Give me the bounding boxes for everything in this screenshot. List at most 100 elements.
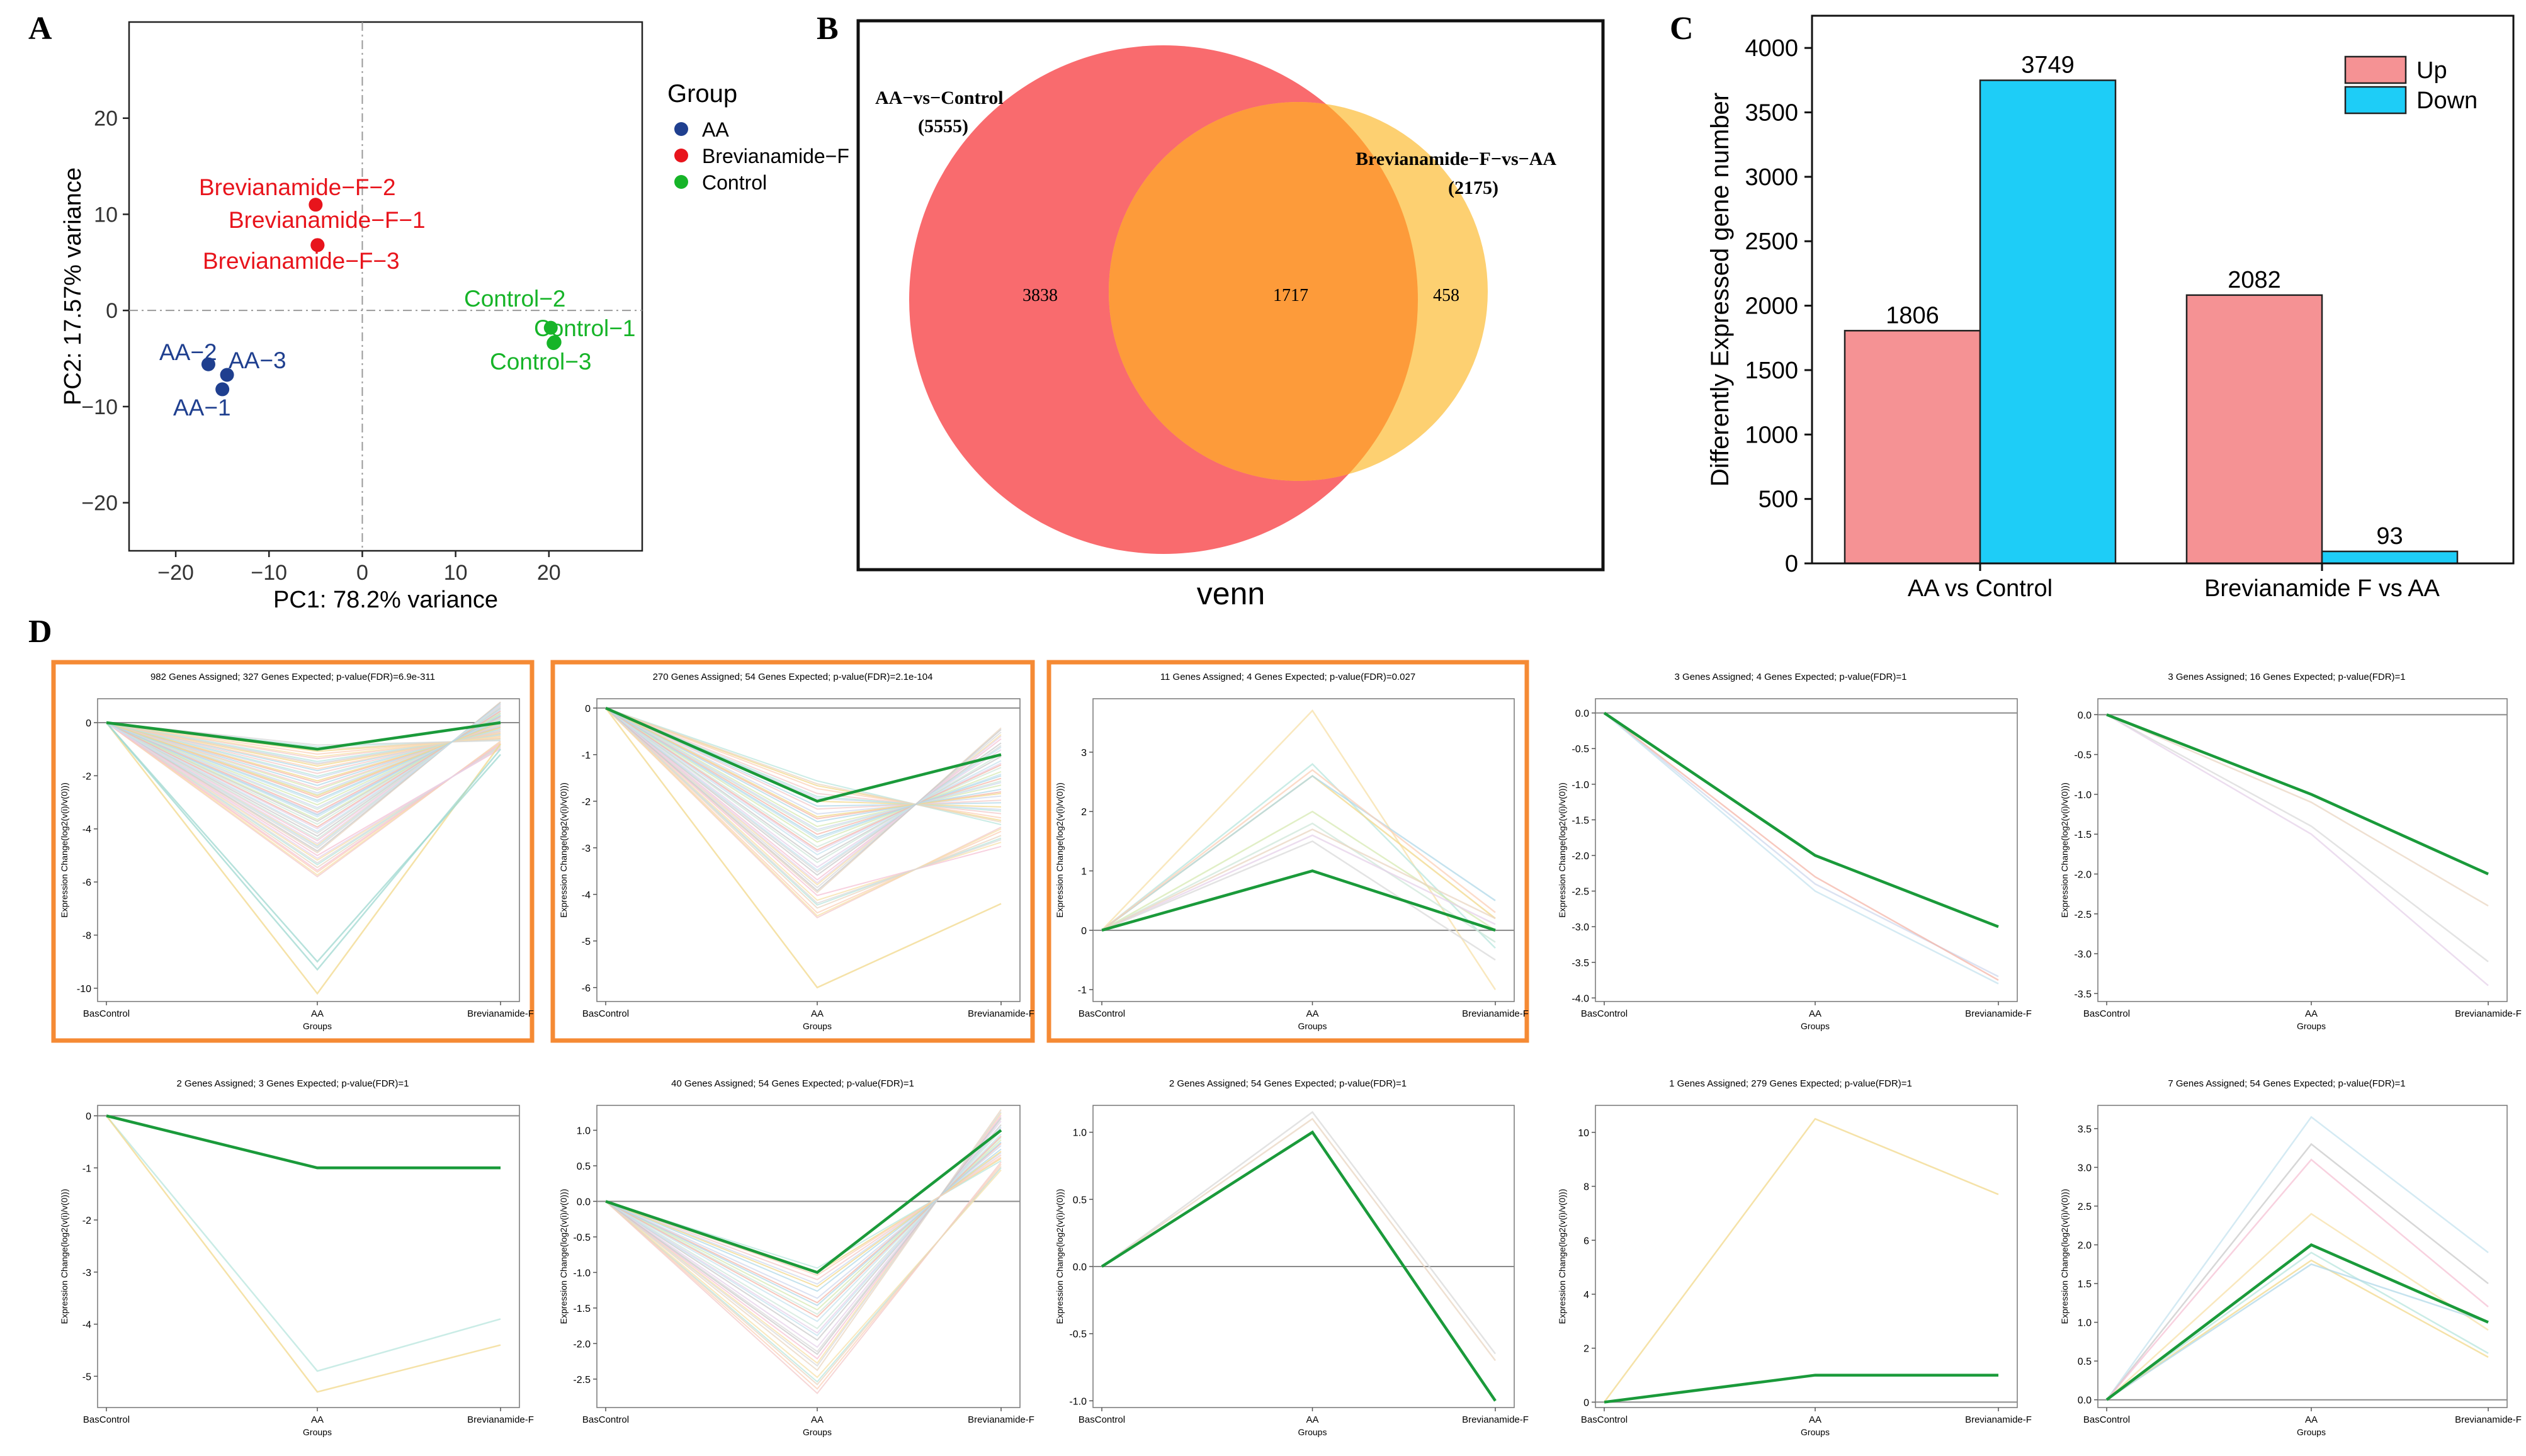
bar-value-label: 1806 bbox=[1886, 302, 1939, 329]
profile-title: 40 Genes Assigned; 54 Genes Expected; p-… bbox=[671, 1078, 914, 1089]
profile-y-tick-label: 0.5 bbox=[577, 1161, 591, 1172]
bar-y-axis-label: Differently Expressed gene number bbox=[1706, 93, 1734, 487]
pca-point-label: Brevianamide−F−2 bbox=[199, 174, 396, 200]
profile-gene-line bbox=[605, 707, 1002, 810]
profile-gene-line bbox=[605, 708, 1002, 876]
panel-label-b: B bbox=[817, 11, 839, 47]
profile-y-axis-label: Expression Change(log2(v(i)/v(0))) bbox=[1557, 1189, 1567, 1324]
profile-x-tick-label: AA bbox=[2305, 1414, 2318, 1425]
profile-panel: 40 Genes Assigned; 54 Genes Expected; p-… bbox=[558, 1078, 1034, 1437]
profile-gene-line bbox=[2106, 714, 2489, 907]
profile-y-tick-label: 0.0 bbox=[2078, 1396, 2092, 1406]
profile-gene-line bbox=[2106, 1251, 2489, 1401]
profile-axes-frame bbox=[1092, 1105, 1515, 1408]
profile-gene-line bbox=[2106, 1158, 2489, 1401]
profile-title: 1 Genes Assigned; 279 Genes Expected; p-… bbox=[1669, 1078, 1912, 1089]
profile-y-tick-label: -2 bbox=[82, 1216, 91, 1226]
profile-y-tick-label: -6 bbox=[82, 878, 91, 888]
venn-overlap bbox=[1109, 102, 1418, 481]
profile-x-axis-label: Groups bbox=[1801, 1021, 1830, 1031]
profile-x-tick-label: BasControl bbox=[83, 1414, 130, 1425]
profile-x-tick-label: Brevianamide-F bbox=[467, 1414, 534, 1425]
profile-y-tick-label: -3.0 bbox=[2074, 949, 2092, 960]
profile-x-axis-label: Groups bbox=[303, 1427, 332, 1437]
profile-gene-line bbox=[1101, 828, 1496, 931]
profile-title: 2 Genes Assigned; 3 Genes Expected; p-va… bbox=[177, 1078, 409, 1089]
profile-x-axis-label: Groups bbox=[1298, 1427, 1327, 1437]
venn-chart: AA−vs−Control (5555) Brevianamide−F−vs−AA (… bbox=[856, 19, 1605, 611]
bar-legend-label: Up bbox=[2416, 57, 2447, 84]
profile-y-tick-label: 3.5 bbox=[2078, 1124, 2092, 1135]
bar-y-tick-label: 3500 bbox=[1745, 100, 1798, 127]
profile-y-tick-label: 0 bbox=[86, 718, 91, 729]
profile-gene-line bbox=[605, 707, 1002, 825]
profile-panel: 11 Genes Assigned; 4 Genes Expected; p-v… bbox=[1046, 660, 1529, 1043]
bar-y-tick-label: 3000 bbox=[1745, 164, 1798, 191]
profile-gene-line bbox=[605, 707, 1002, 823]
profile-y-tick-label: -4 bbox=[582, 890, 591, 901]
profile-gene-line bbox=[2106, 1212, 2489, 1401]
profile-gene-line bbox=[605, 708, 1002, 917]
bar-value-label: 3749 bbox=[2021, 52, 2075, 79]
profile-y-tick-label: 1.5 bbox=[2078, 1279, 2092, 1290]
pca-point bbox=[543, 320, 558, 335]
profile-y-axis-label: Expression Change(log2(v(i)/v(0))) bbox=[1055, 1189, 1065, 1324]
pca-legend-marker bbox=[674, 122, 688, 136]
profile-y-tick-label: -0.5 bbox=[1069, 1329, 1087, 1340]
panel-label-c: C bbox=[1670, 11, 1694, 47]
profile-panel: 3 Genes Assigned; 4 Genes Expected; p-va… bbox=[1557, 672, 2032, 1031]
profile-axes-frame bbox=[596, 1105, 1021, 1408]
venn-left-name: AA−vs−Control bbox=[875, 87, 1004, 108]
bar-y-tick-label: 4000 bbox=[1745, 35, 1798, 62]
profile-trend-line bbox=[605, 706, 1002, 803]
profile-x-axis-label: Groups bbox=[1801, 1427, 1830, 1437]
profile-x-tick-label: Brevianamide-F bbox=[968, 1008, 1034, 1019]
profile-axes-frame bbox=[2097, 698, 2508, 1002]
profile-axes-frame bbox=[596, 698, 1021, 1002]
pca-x-axis-label: PC1: 78.2% variance bbox=[273, 587, 498, 613]
profile-gene-line bbox=[605, 707, 1002, 851]
profile-gene-line bbox=[106, 710, 501, 828]
profile-y-axis-label: Expression Change(log2(v(i)/v(0))) bbox=[2059, 1189, 2070, 1324]
profile-x-tick-label: Brevianamide-F bbox=[2455, 1008, 2522, 1019]
pca-y-tick-label: −10 bbox=[81, 395, 118, 419]
pca-legend-label: AA bbox=[702, 118, 729, 141]
profile-gene-line bbox=[1101, 822, 1496, 943]
venn-right-name: Brevianamide−F−vs−AA bbox=[1356, 149, 1556, 169]
profile-gene-line bbox=[106, 722, 501, 963]
profile-y-tick-label: -5 bbox=[82, 1372, 91, 1382]
pca-point-label: Control−1 bbox=[534, 315, 635, 341]
bar bbox=[1979, 79, 2117, 565]
profile-gene-line bbox=[106, 722, 501, 871]
profile-axes-frame bbox=[97, 698, 520, 1002]
profile-gene-line bbox=[605, 707, 1002, 835]
profile-y-tick-label: 1 bbox=[1081, 867, 1087, 878]
profile-y-tick-label: -0.5 bbox=[573, 1233, 591, 1243]
bar bbox=[1844, 330, 1981, 565]
pca-plot-frame bbox=[128, 21, 643, 552]
profile-gene-line bbox=[605, 707, 1002, 815]
bar-x-tick-label: AA vs Control bbox=[1908, 575, 2053, 602]
pca-y-tick-label: 0 bbox=[106, 299, 118, 323]
profile-y-axis-label: Expression Change(log2(v(i)/v(0))) bbox=[1557, 782, 1567, 918]
profile-axes-frame bbox=[1595, 1105, 2018, 1408]
profile-trend-line bbox=[2105, 1243, 2489, 1401]
bar-plot-frame bbox=[1811, 14, 2515, 565]
profile-gene-line bbox=[605, 708, 1002, 905]
profile-y-tick-label: 1.0 bbox=[1073, 1128, 1087, 1139]
profile-x-axis-label: Groups bbox=[2297, 1427, 2326, 1437]
profile-title: 270 Genes Assigned; 54 Genes Expected; p… bbox=[653, 672, 933, 682]
profile-gene-line bbox=[605, 708, 1002, 884]
pca-chart: −20 −20 −10 −10 0 0 10 10 20 20 PC1: 78.2% varianc… bbox=[60, 21, 849, 613]
profile-y-tick-label: -2.0 bbox=[2074, 869, 2092, 880]
profile-y-tick-label: 10 bbox=[1578, 1128, 1589, 1139]
profile-gene-line bbox=[605, 707, 1002, 807]
profile-highlight-frame bbox=[51, 660, 535, 1043]
profile-y-tick-label: -1 bbox=[582, 750, 591, 761]
profile-x-tick-label: AA bbox=[1306, 1414, 1318, 1425]
profile-y-tick-label: 0.0 bbox=[2078, 710, 2092, 721]
profile-y-tick-label: 0.5 bbox=[1073, 1195, 1087, 1205]
profile-x-tick-label: BasControl bbox=[2083, 1414, 2130, 1425]
profile-y-tick-label: -4 bbox=[82, 825, 91, 835]
profile-gene-line bbox=[605, 1166, 1002, 1385]
